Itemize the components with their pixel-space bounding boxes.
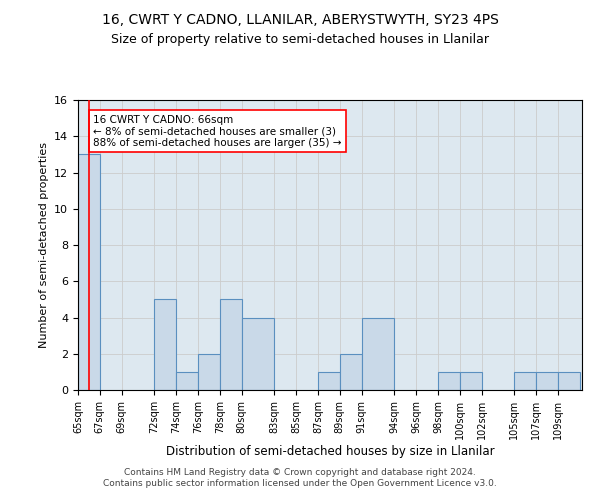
Bar: [536, 372, 558, 390]
Bar: [242, 318, 274, 390]
Bar: [318, 372, 340, 390]
X-axis label: Distribution of semi-detached houses by size in Llanilar: Distribution of semi-detached houses by …: [166, 444, 494, 458]
Text: 16 CWRT Y CADNO: 66sqm
← 8% of semi-detached houses are smaller (3)
88% of semi-: 16 CWRT Y CADNO: 66sqm ← 8% of semi-deta…: [93, 114, 342, 148]
Bar: [176, 372, 198, 390]
Bar: [558, 372, 580, 390]
Bar: [438, 372, 460, 390]
Bar: [460, 372, 482, 390]
Y-axis label: Number of semi-detached properties: Number of semi-detached properties: [38, 142, 49, 348]
Bar: [78, 154, 100, 390]
Bar: [514, 372, 536, 390]
Bar: [220, 300, 242, 390]
Bar: [154, 300, 176, 390]
Text: Contains HM Land Registry data © Crown copyright and database right 2024.
Contai: Contains HM Land Registry data © Crown c…: [103, 468, 497, 487]
Bar: [340, 354, 362, 390]
Bar: [198, 354, 220, 390]
Bar: [362, 318, 394, 390]
Text: Size of property relative to semi-detached houses in Llanilar: Size of property relative to semi-detach…: [111, 32, 489, 46]
Text: 16, CWRT Y CADNO, LLANILAR, ABERYSTWYTH, SY23 4PS: 16, CWRT Y CADNO, LLANILAR, ABERYSTWYTH,…: [101, 12, 499, 26]
